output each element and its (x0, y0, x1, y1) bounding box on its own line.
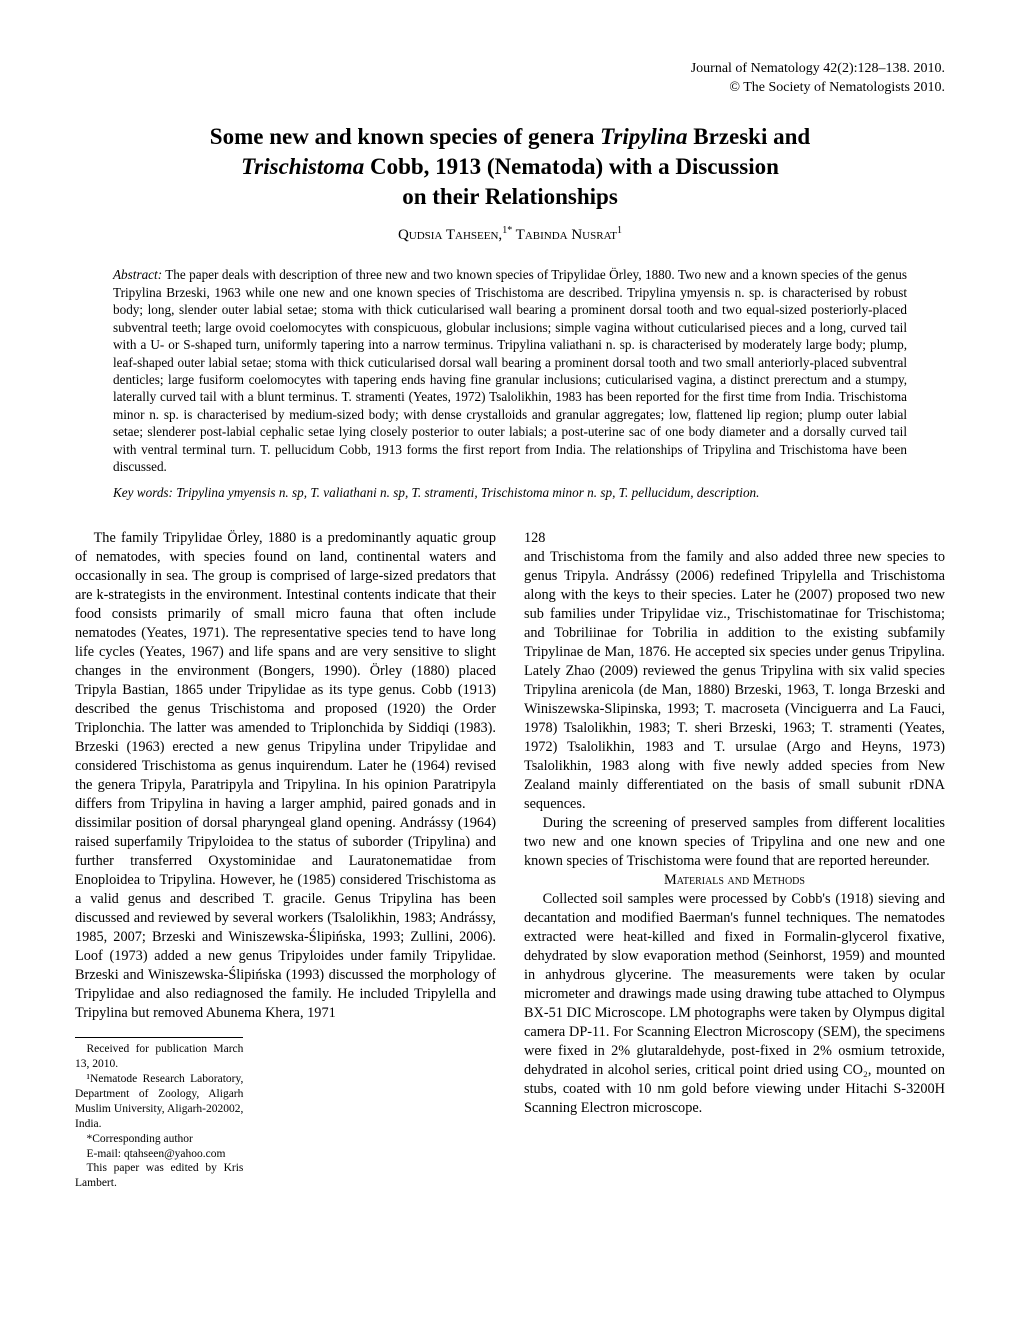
journal-header: Journal of Nematology 42(2):128–138. 201… (75, 60, 945, 98)
body-paragraph: The family Tripylidae Örley, 1880 is a p… (75, 529, 496, 1023)
footnote-email: E-mail: qtahseen@yahoo.com (75, 1147, 243, 1162)
keywords-text: Tripylina ymyensis n. sp, T. valiathani … (173, 485, 760, 500)
journal-copyright: © The Society of Nematologists 2010. (729, 80, 945, 95)
abstract: Abstract: The paper deals with descripti… (113, 266, 907, 475)
section-heading-methods: Materials and Methods (524, 871, 945, 890)
abstract-label: Abstract: (113, 267, 162, 282)
page-number: 128 (524, 529, 945, 548)
body-paragraph: During the screening of preserved sample… (524, 814, 945, 871)
keywords-label: Key words: (113, 485, 173, 500)
footnotes: Received for publication March 13, 2010.… (75, 1037, 243, 1191)
footnote-editor: This paper was edited by Kris Lambert. (75, 1161, 243, 1191)
footnote-affiliation: ¹Nematode Research Laboratory, Departmen… (75, 1072, 243, 1132)
body-columns: The family Tripylidae Örley, 1880 is a p… (75, 529, 945, 1191)
body-paragraph: and Trischistoma from the family and als… (524, 548, 945, 814)
footnote-corresponding: *Corresponding author (75, 1132, 243, 1147)
abstract-text: The paper deals with description of thre… (113, 267, 907, 474)
journal-citation: Journal of Nematology 42(2):128–138. 201… (691, 61, 945, 76)
keywords: Key words: Tripylina ymyensis n. sp, T. … (113, 484, 907, 501)
body-paragraph: Collected soil samples were processed by… (524, 890, 945, 1118)
authors: Qudsia Tahseen,1* Tabinda Nusrat1 (75, 225, 945, 244)
footnote-received: Received for publication March 13, 2010. (75, 1042, 243, 1072)
article-title: Some new and known species of genera Tri… (115, 122, 905, 212)
